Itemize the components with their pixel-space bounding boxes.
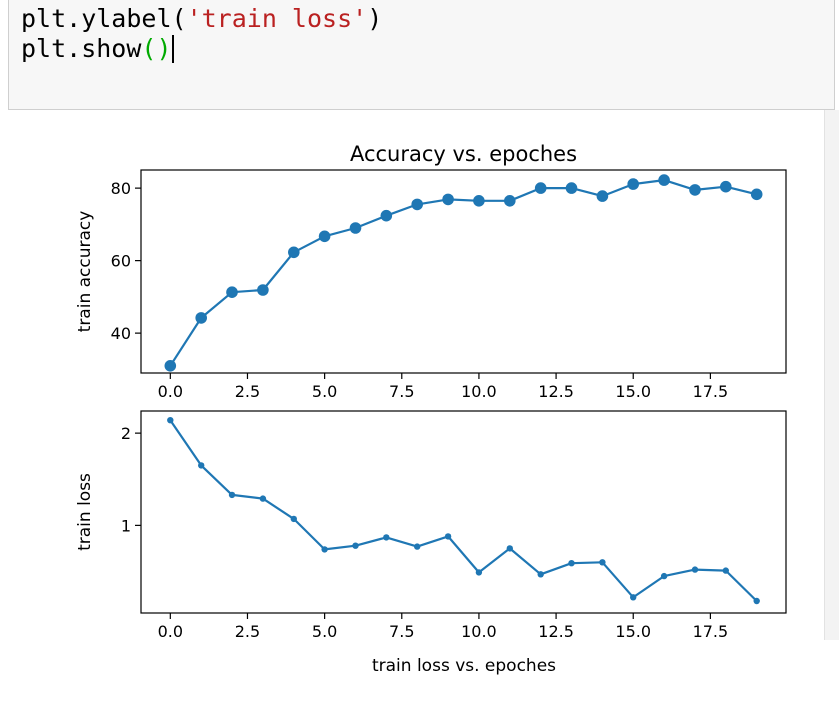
data-point [506,545,513,552]
data-point [411,198,424,211]
x-tick-label: 15.0 [615,382,651,401]
axes-frame [140,169,787,374]
text-cursor [171,35,174,63]
code-token-string: 'train loss' [186,4,368,33]
code-cell[interactable]: plt.ylabel('train loss') plt.show() [8,0,835,110]
x-tick-label: 2.5 [235,382,260,401]
data-point [753,597,760,605]
code-token-show: plt.show [21,34,142,63]
y-tick-label: 40 [111,324,131,343]
code-line-ylabel: plt.ylabel('train loss') [21,4,382,34]
data-point [195,312,207,324]
series-line [169,179,757,367]
data-point [722,567,729,574]
x-tick-label: 5.0 [312,622,337,641]
data-point [288,246,300,259]
data-point [318,230,331,243]
data-point [226,286,238,299]
data-point [164,360,177,372]
x-tick-label: 17.5 [693,382,729,401]
data-point [630,594,637,601]
y-axis-label: train accuracy [75,211,95,333]
data-point [720,180,732,193]
data-point [689,184,701,196]
x-tick-label: 0.0 [158,622,183,641]
code-token-close-paren: ) [367,4,383,33]
y-tick-label: 60 [111,252,131,271]
data-point [568,560,575,567]
data-point [565,182,578,194]
x-tick-label: 0.0 [158,382,183,401]
data-point [599,559,606,566]
code-token-parens: () [141,34,172,63]
data-point [228,491,236,499]
data-point [290,515,297,523]
y-axis-label: train loss [75,473,95,551]
data-point [383,534,390,541]
x-axis-label: train loss vs. epoches [372,656,556,676]
x-tick-label: 12.5 [538,622,574,641]
data-point [658,174,670,186]
data-point [691,566,699,573]
x-tick-label: 10.0 [461,382,497,401]
x-tick-label: 7.5 [389,622,414,641]
data-point [473,195,485,207]
data-point [750,188,763,201]
code-line-show: plt.show() [21,34,174,64]
data-point [475,569,483,576]
data-point [259,495,267,502]
data-point [257,284,269,296]
x-tick-label: 7.5 [389,382,414,401]
y-tick-label: 80 [111,179,131,198]
scrollbar-track[interactable] [824,110,839,640]
data-point [442,193,454,206]
data-point [352,542,359,549]
data-point [380,209,393,222]
data-point [534,182,547,194]
data-point [537,571,544,578]
data-point [198,462,205,469]
data-point [444,533,452,540]
data-point [349,222,362,234]
y-tick-label: 1 [121,516,131,535]
x-tick-label: 17.5 [693,622,729,641]
data-point [596,190,609,202]
data-point [321,546,328,553]
data-point [167,417,174,424]
data-point [504,195,516,207]
data-point [627,178,639,190]
y-tick-label: 2 [121,424,131,443]
series-line [169,419,758,602]
axes-frame [140,410,787,614]
x-tick-label: 15.0 [615,622,651,641]
x-tick-label: 10.0 [461,622,497,641]
chart-panel-2: 0.0 2.5 5.0 7.5 10.0 12.5 15.0 17.5 1 2 train loss… [75,410,787,676]
data-point [660,572,668,580]
data-point [414,543,421,550]
x-tick-label: 2.5 [235,622,260,641]
x-tick-label: 12.5 [538,382,574,401]
x-tick-label: 5.0 [312,382,337,401]
chart-panel-1: 0.0 2.5 5.0 7.5 10.0 12.5 15.0 17.5 40 60 80 Accura… [75,142,787,401]
chart-title: Accuracy vs. epoches [350,142,577,166]
code-token-call: plt.ylabel( [21,4,187,33]
